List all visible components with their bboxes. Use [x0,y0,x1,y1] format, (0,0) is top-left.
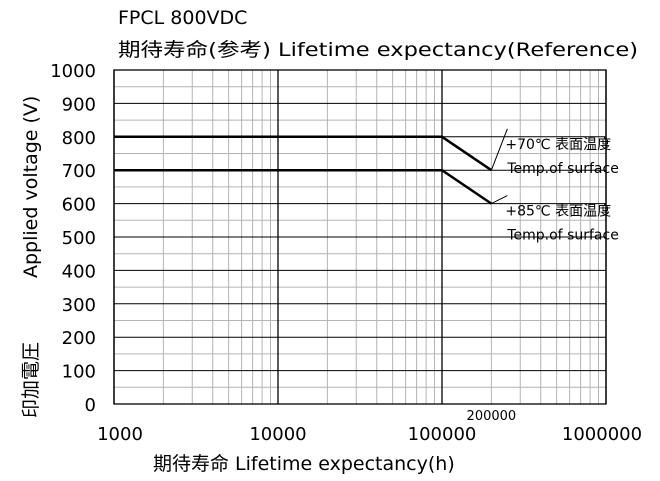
annotation-leader [491,195,508,205]
y-tick-label: 100 [62,362,96,383]
y-tick-label: 800 [62,128,96,149]
series-label-2: Temp.of surface [506,228,618,244]
grid-lines [113,69,607,405]
y-axis-label-ja: 印加電圧 [20,342,42,418]
x-axis-label: 期待寿命 Lifetime expectancy(h) [153,453,455,475]
chart-subtitle: 期待寿命(参考) Lifetime expectancy(Reference) [118,39,638,61]
y-tick-label: 400 [62,261,96,282]
x-tick-label: 10000 [249,424,306,445]
x-extra-tick-label: 200000 [467,409,517,424]
y-tick-label: 300 [62,295,96,316]
plot-border [113,69,607,405]
series-lines: +70℃ 表面温度 Temp.of surface +85℃ 表面温度 Temp.of… [114,128,619,244]
series-line [114,135,493,172]
y-tick-label: 200 [62,328,96,349]
y-tick-label: 0 [85,395,96,416]
y-tick-label: 900 [62,94,96,115]
y-axis-label-en: Applied voltage (V) [20,96,42,278]
y-tick-labels: 0 100 200 300 400 500 600 700 800 900 1000 [50,61,96,416]
series-label-2: Temp.of surface [506,161,618,177]
series-label: +70℃ 表面温度 [505,137,611,153]
y-tick-label: 600 [62,195,96,216]
annotation-leader [490,128,508,171]
series-label: +85℃ 表面温度 [505,204,611,220]
x-tick-labels: 1000 10000 100000 1000000 200000 [97,409,642,445]
x-tick-label: 100000 [408,424,477,445]
x-tick-label: 1000000 [562,424,642,445]
x-tick-label: 1000 [97,424,143,445]
y-tick-label: 500 [62,228,96,249]
y-tick-label: 1000 [50,61,96,82]
y-tick-label: 700 [62,161,96,182]
chart-title: FPCL 800VDC [118,7,247,29]
series-line [114,168,493,205]
